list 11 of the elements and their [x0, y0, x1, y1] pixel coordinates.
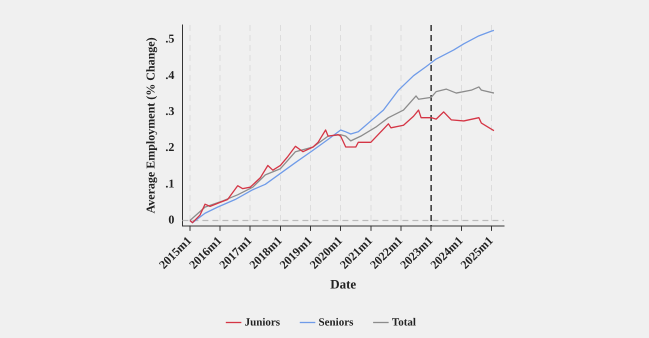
y-tick-label: 0: [168, 212, 174, 227]
y-tick-label: .2: [165, 140, 174, 154]
y-tick-label: .4: [165, 68, 174, 82]
legend-label: Total: [392, 316, 416, 328]
x-axis-title: Date: [330, 276, 356, 292]
y-axis-title: Average Employment (% Change): [143, 37, 158, 214]
y-tick-label: .1: [165, 176, 174, 190]
y-tick-label: .5: [165, 32, 174, 46]
legend-label: Juniors: [244, 316, 281, 328]
y-tick-label: .3: [165, 104, 174, 118]
legend-label: Seniors: [318, 316, 354, 328]
